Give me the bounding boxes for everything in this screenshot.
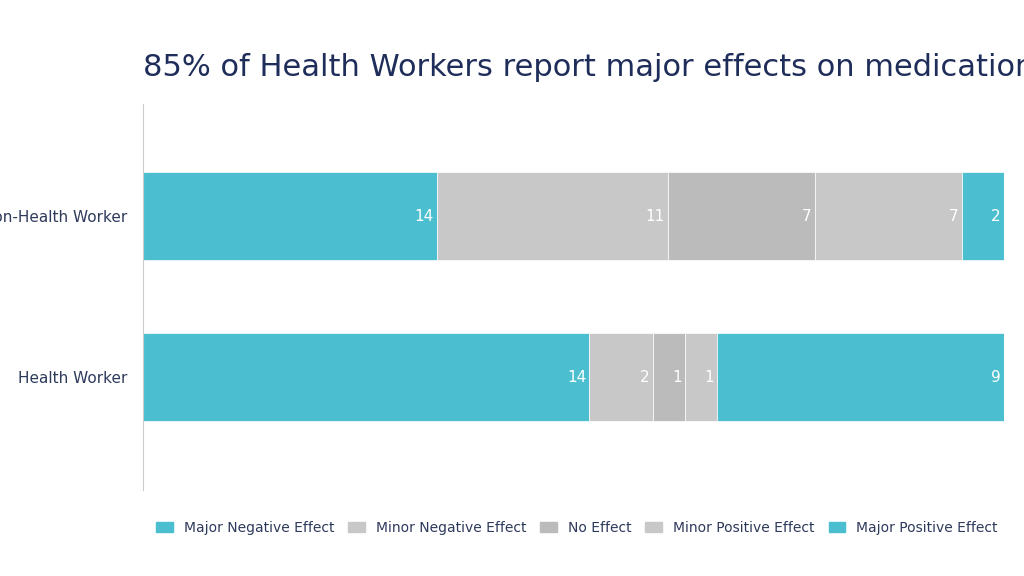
- Bar: [815, 172, 962, 260]
- Text: 2: 2: [640, 370, 650, 385]
- Bar: [717, 333, 1004, 421]
- Text: 9: 9: [990, 370, 1000, 385]
- Bar: [653, 333, 685, 421]
- Bar: [590, 333, 653, 421]
- Bar: [668, 172, 815, 260]
- Bar: [143, 333, 590, 421]
- Text: 14: 14: [415, 209, 434, 223]
- Text: 14: 14: [567, 370, 586, 385]
- Bar: [143, 172, 437, 260]
- Text: 11: 11: [645, 209, 665, 223]
- Legend: Major Negative Effect, Minor Negative Effect, No Effect, Minor Positive Effect, : Major Negative Effect, Minor Negative Ef…: [151, 516, 1004, 540]
- Bar: [437, 172, 668, 260]
- Text: 7: 7: [802, 209, 812, 223]
- Text: 1: 1: [705, 370, 714, 385]
- Bar: [685, 333, 717, 421]
- Text: 7: 7: [949, 209, 958, 223]
- Text: 1: 1: [672, 370, 682, 385]
- Text: 2: 2: [991, 209, 1000, 223]
- Bar: [962, 172, 1004, 260]
- Text: 85% of Health Workers report major effects on medication access.: 85% of Health Workers report major effec…: [143, 53, 1024, 82]
